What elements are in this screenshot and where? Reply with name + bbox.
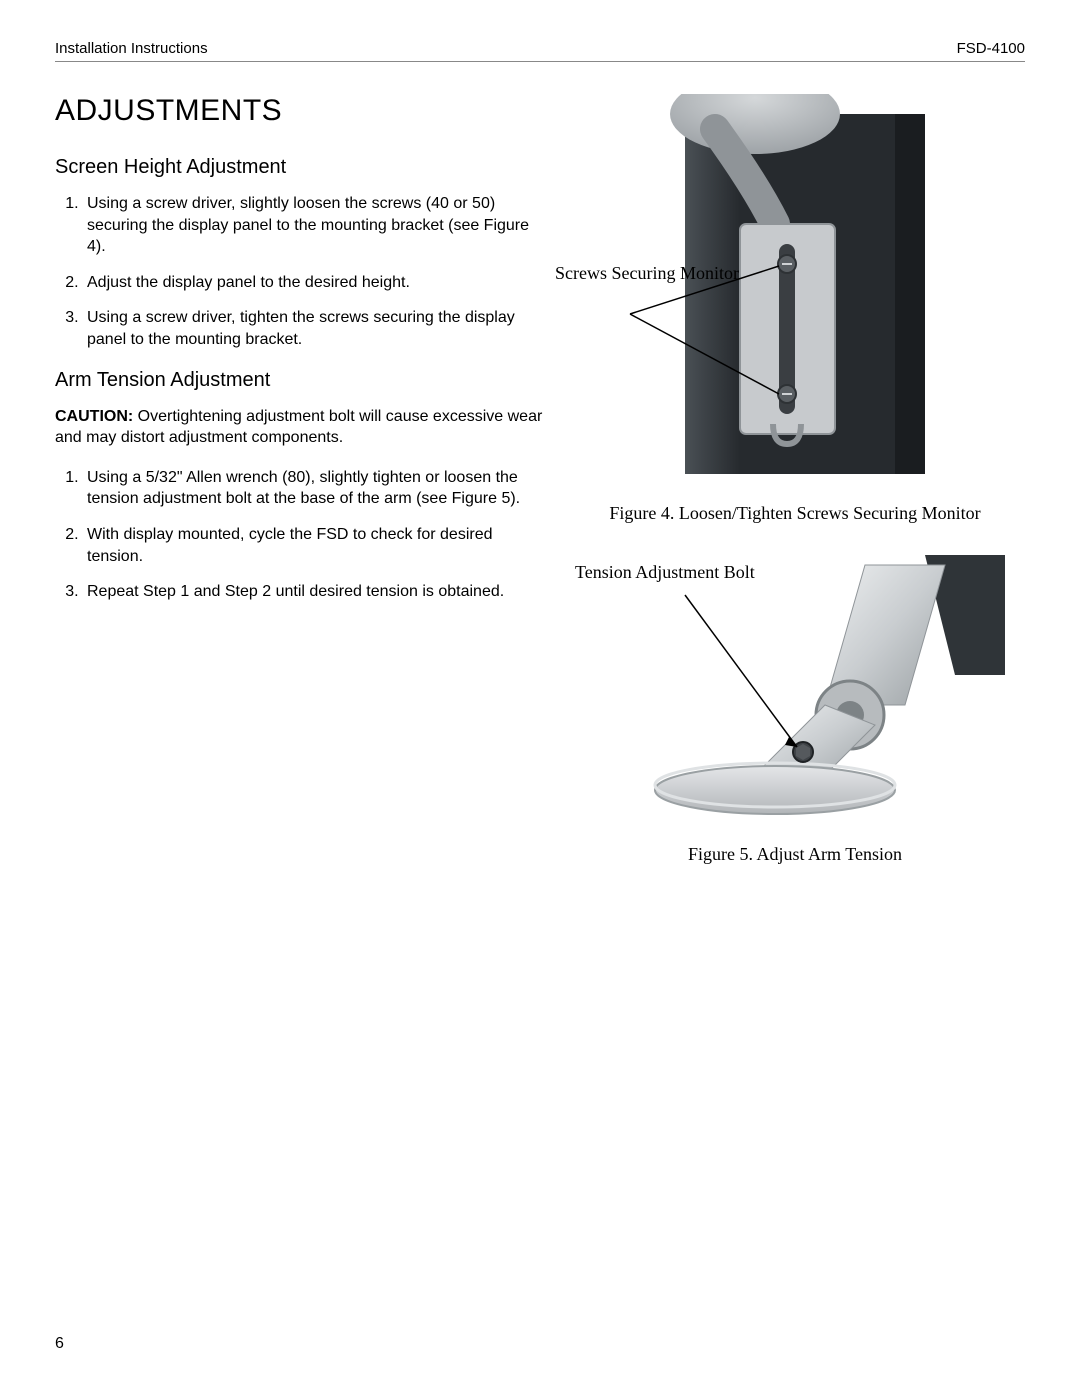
- header-doc-title: Installation Instructions: [55, 40, 208, 57]
- figure-5-illustration: [565, 555, 1005, 835]
- figure-5: Tension Adjustment Bolt: [565, 555, 1025, 866]
- figure-5-callout: Tension Adjustment Bolt: [575, 561, 755, 584]
- arm-tension-steps: Using a 5/32" Allen wrench (80), slightl…: [55, 467, 545, 603]
- page-number: 6: [55, 1335, 64, 1353]
- list-item: Adjust the display panel to the desired …: [83, 272, 545, 294]
- caution-paragraph: CAUTION: Overtightening adjustment bolt …: [55, 406, 545, 449]
- screen-height-steps: Using a screw driver, slightly loosen th…: [55, 193, 545, 351]
- arm-tension-heading: Arm Tension Adjustment: [55, 369, 545, 392]
- list-item: Using a screw driver, tighten the screws…: [83, 307, 545, 350]
- screen-height-heading: Screen Height Adjustment: [55, 156, 545, 179]
- text-column: ADJUSTMENTS Screen Height Adjustment Usi…: [55, 94, 565, 617]
- document-page: Installation Instructions FSD-4100 ADJUS…: [0, 0, 1080, 1397]
- main-content: ADJUSTMENTS Screen Height Adjustment Usi…: [55, 94, 1025, 897]
- figure-column: Screws Securing Monitor: [565, 94, 1025, 897]
- header-model-number: FSD-4100: [957, 40, 1025, 57]
- figure-4-caption-text: Figure 4. Loosen/Tighten Screws Securing…: [609, 503, 980, 523]
- section-title: ADJUSTMENTS: [55, 94, 545, 128]
- figure-4-illustration: [565, 94, 1005, 494]
- figure-4-caption: Figure 4. Loosen/Tighten Screws Securing…: [565, 502, 1025, 525]
- list-item: Using a 5/32" Allen wrench (80), slightl…: [83, 467, 545, 510]
- list-item: With display mounted, cycle the FSD to c…: [83, 524, 545, 567]
- figure-5-caption: Figure 5. Adjust Arm Tension: [565, 843, 1025, 866]
- caution-label: CAUTION:: [55, 408, 133, 425]
- figure-4: Screws Securing Monitor: [565, 94, 1025, 525]
- figure-4-callout: Screws Securing Monitor: [555, 262, 739, 285]
- figure-5-caption-text: Figure 5. Adjust Arm Tension: [688, 844, 902, 864]
- list-item: Repeat Step 1 and Step 2 until desired t…: [83, 581, 545, 603]
- list-item: Using a screw driver, slightly loosen th…: [83, 193, 545, 258]
- page-header: Installation Instructions FSD-4100: [55, 40, 1025, 62]
